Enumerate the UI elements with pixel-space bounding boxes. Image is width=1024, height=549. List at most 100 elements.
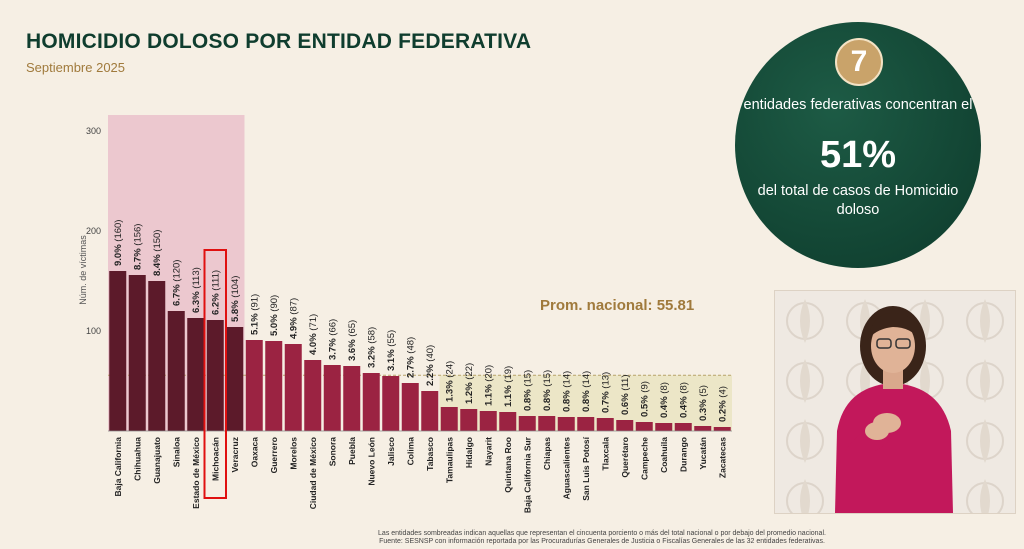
y-tick-label: 300 — [86, 126, 101, 136]
bar — [382, 376, 400, 431]
sign-language-interpreter-video — [774, 290, 1016, 514]
bar-value-label: 0.7% (13) — [600, 372, 611, 413]
bar-percent-label: 5.0% — [269, 312, 280, 336]
bar — [226, 327, 244, 431]
bar-value-label: 3.1% (55) — [386, 330, 397, 371]
bar — [616, 420, 634, 431]
bar — [109, 271, 127, 431]
x-tick-label: Guerrero — [269, 437, 279, 473]
x-tick-label: Sonora — [327, 437, 337, 467]
x-tick-label: Campeche — [639, 437, 649, 480]
bar-count-label: (14) — [581, 371, 592, 388]
bar-percent-label: 0.4% — [659, 394, 670, 418]
x-tick-label: Veracruz — [230, 437, 240, 472]
bar-percent-label: 0.5% — [639, 393, 650, 417]
y-axis-label: Núm. de víctimas — [78, 235, 88, 305]
page-subtitle: Septiembre 2025 — [26, 60, 126, 75]
x-tick-label: Colima — [405, 437, 415, 466]
bar-value-label: 2.7% (48) — [405, 337, 416, 378]
bar-value-label: 3.7% (66) — [327, 319, 338, 360]
bar-percent-label: 0.2% — [717, 398, 728, 422]
bar-value-label: 4.0% (71) — [308, 314, 319, 355]
bar-percent-label: 5.1% — [249, 311, 260, 335]
bar-percent-label: 9.0% — [113, 242, 124, 266]
bar-value-label: 3.6% (65) — [347, 320, 358, 361]
bar-percent-label: 0.8% — [542, 387, 553, 411]
bar-count-label: (111) — [210, 270, 221, 291]
bar-percent-label: 3.1% — [386, 347, 397, 371]
bar-value-label: 5.0% (90) — [269, 295, 280, 336]
x-tick-label: Michoacán — [210, 437, 220, 481]
bar-percent-label: 6.2% — [210, 291, 221, 315]
bar-percent-label: 6.3% — [191, 289, 202, 313]
bar-count-label: (13) — [600, 372, 611, 389]
x-tick-label: Zacatecas — [717, 437, 727, 478]
bar-percent-label: 2.7% — [405, 354, 416, 378]
bar-value-label: 1.1% (19) — [503, 366, 514, 407]
bar-count-label: (9) — [639, 381, 650, 393]
bar-value-label: 0.5% (9) — [639, 381, 650, 417]
bar-value-label: 5.8% (104) — [230, 276, 241, 322]
bar-value-label: 0.8% (15) — [522, 370, 533, 411]
x-tick-label: Baja California Sur — [522, 436, 532, 513]
bar-value-label: 6.2% (111) — [210, 270, 221, 315]
bar-value-label: 0.8% (14) — [561, 371, 572, 412]
bar-value-label: 8.4% (150) — [152, 230, 163, 276]
bar-percent-label: 0.6% — [620, 391, 631, 415]
bar-count-label: (19) — [503, 366, 514, 383]
x-tick-label: Jalisco — [386, 437, 396, 466]
bar — [460, 409, 478, 431]
bar — [206, 320, 224, 431]
bar — [187, 318, 205, 431]
x-tick-label: Sinaloa — [171, 437, 181, 468]
bar-count-label: (8) — [678, 382, 689, 394]
bar-count-label: (14) — [561, 371, 572, 388]
x-tick-label: Ciudad de México — [308, 437, 318, 509]
bar-percent-label: 1.2% — [464, 380, 475, 404]
bar-count-label: (71) — [308, 314, 319, 331]
bar — [148, 281, 166, 431]
y-tick-label: 100 — [86, 326, 101, 336]
bar-count-label: (120) — [171, 260, 182, 282]
bar-percent-label: 3.7% — [327, 336, 338, 360]
bar-value-label: 0.8% (14) — [581, 371, 592, 412]
bar-percent-label: 4.9% — [288, 315, 299, 339]
bar-count-label: (104) — [230, 276, 241, 298]
bar-count-label: (48) — [405, 337, 416, 354]
x-tick-label: Hidalgo — [464, 437, 474, 468]
x-tick-label: Tlaxcala — [600, 437, 610, 471]
bar-count-label: (91) — [249, 294, 260, 311]
x-tick-label: Oaxaca — [249, 437, 259, 468]
x-tick-label: Puebla — [347, 437, 357, 465]
bar-percent-label: 0.8% — [581, 388, 592, 412]
bar — [245, 340, 263, 431]
x-tick-label: Nayarit — [483, 437, 493, 466]
bar-percent-label: 0.4% — [678, 394, 689, 418]
bar-value-label: 0.2% (4) — [717, 386, 728, 422]
bar-value-label: 2.2% (40) — [425, 345, 436, 386]
x-tick-label: Chihuahua — [132, 437, 142, 481]
bar-percent-label: 4.0% — [308, 331, 319, 355]
bar-value-label: 6.7% (120) — [171, 260, 182, 306]
bar-value-label: 1.3% (24) — [444, 361, 455, 402]
callout-text-top: entidades federativas concentran el — [743, 97, 973, 113]
bar-count-label: (90) — [269, 295, 280, 312]
bar-count-label: (65) — [347, 320, 358, 337]
bar-count-label: (11) — [620, 375, 631, 391]
bar-count-label: (15) — [522, 370, 533, 387]
bar-count-label: (55) — [386, 330, 397, 347]
bar — [518, 416, 536, 431]
bar — [577, 417, 595, 431]
bar-percent-label: 1.1% — [503, 383, 514, 407]
bar — [635, 422, 653, 431]
bar — [713, 427, 731, 431]
bar-count-label: (58) — [366, 327, 377, 344]
bar-value-label: 0.4% (8) — [678, 382, 689, 418]
callout-text-bottom: del total de casos de Homicidio doloso — [757, 183, 959, 218]
bar-value-label: 8.7% (156) — [132, 224, 143, 270]
x-tick-label: San Luis Potosí — [581, 436, 591, 500]
bar-count-label: (66) — [327, 319, 338, 336]
x-tick-label: Querétaro — [620, 437, 630, 478]
bar — [674, 423, 692, 431]
callout-percent: 51% — [819, 134, 897, 176]
